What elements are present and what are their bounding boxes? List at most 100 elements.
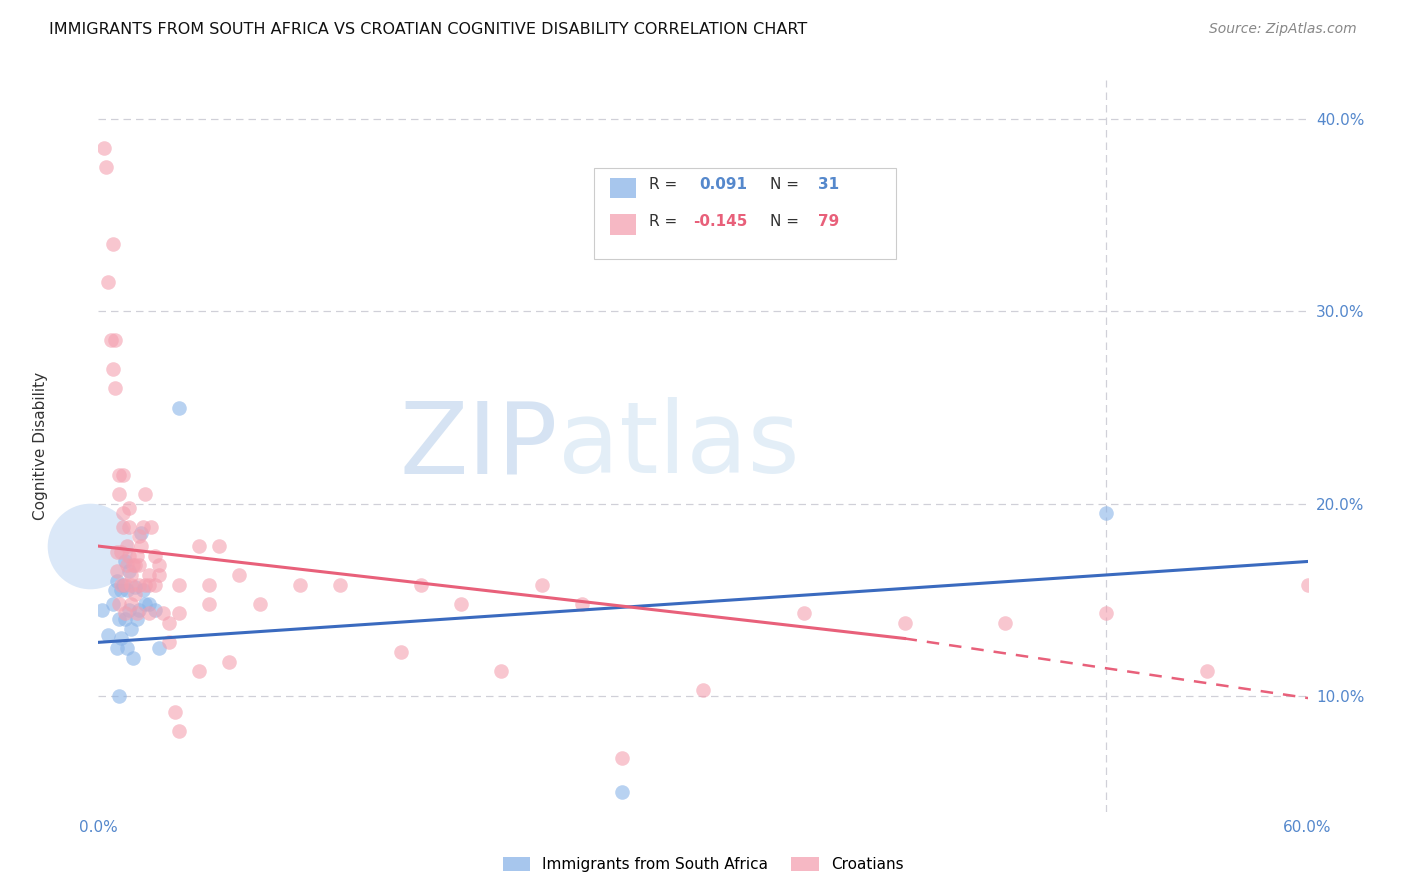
Point <box>128 577 150 591</box>
Point <box>389 645 412 659</box>
Point <box>121 650 143 665</box>
Text: 79: 79 <box>818 214 839 229</box>
Point <box>134 487 156 501</box>
Point <box>101 362 124 376</box>
Point <box>129 539 152 553</box>
Point <box>124 558 146 573</box>
Point <box>111 467 134 482</box>
Point <box>491 664 513 678</box>
Point <box>115 558 138 573</box>
Point <box>128 602 150 616</box>
Point <box>93 141 115 155</box>
Point <box>288 577 311 591</box>
Point <box>120 577 142 591</box>
Point <box>138 597 160 611</box>
Point <box>110 583 132 598</box>
Point <box>793 607 815 621</box>
Point <box>101 236 124 251</box>
Point <box>103 583 125 598</box>
Point <box>105 574 128 588</box>
Point <box>143 549 166 563</box>
Point <box>101 597 124 611</box>
Point <box>120 622 142 636</box>
Point <box>118 520 141 534</box>
Point <box>157 635 180 649</box>
Point <box>571 597 593 611</box>
Point <box>692 683 714 698</box>
Point <box>110 545 132 559</box>
Point <box>138 568 160 582</box>
Point <box>107 612 129 626</box>
Point <box>612 751 634 765</box>
Point <box>198 577 221 591</box>
Point <box>114 554 136 568</box>
Point <box>134 597 156 611</box>
Point <box>121 558 143 573</box>
Point <box>103 333 125 347</box>
Point <box>118 500 141 515</box>
Point <box>115 583 138 598</box>
Point <box>79 539 101 553</box>
Point <box>1095 507 1118 521</box>
Point <box>163 705 186 719</box>
Text: R =: R = <box>648 178 682 193</box>
Point <box>450 597 472 611</box>
Point <box>114 577 136 591</box>
Point <box>134 577 156 591</box>
Point <box>128 529 150 543</box>
Point <box>1296 577 1319 591</box>
Point <box>96 160 118 174</box>
Point <box>167 401 190 415</box>
Point <box>138 577 160 591</box>
Point <box>124 580 146 594</box>
Point <box>139 520 162 534</box>
Point <box>167 577 190 591</box>
FancyBboxPatch shape <box>595 168 897 260</box>
Text: N =: N = <box>769 178 803 193</box>
Point <box>115 539 138 553</box>
Point <box>152 607 174 621</box>
Point <box>129 525 152 540</box>
Legend: Immigrants from South Africa, Croatians: Immigrants from South Africa, Croatians <box>495 849 911 880</box>
Point <box>132 583 155 598</box>
Text: IMMIGRANTS FROM SOUTH AFRICA VS CROATIAN COGNITIVE DISABILITY CORRELATION CHART: IMMIGRANTS FROM SOUTH AFRICA VS CROATIAN… <box>49 22 807 37</box>
Point <box>110 577 132 591</box>
Point <box>228 568 250 582</box>
Point <box>188 539 211 553</box>
Bar <box>610 214 637 235</box>
Point <box>148 641 170 656</box>
Point <box>143 577 166 591</box>
Point <box>115 641 138 656</box>
Text: R =: R = <box>648 214 682 229</box>
Point <box>157 616 180 631</box>
Point <box>138 607 160 621</box>
Point <box>167 723 190 738</box>
Point <box>125 612 148 626</box>
Bar <box>610 178 637 198</box>
Point <box>118 549 141 563</box>
Point <box>893 616 915 631</box>
Point <box>100 333 122 347</box>
Point <box>530 577 553 591</box>
Point <box>198 597 221 611</box>
Point <box>120 597 142 611</box>
Point <box>148 568 170 582</box>
Point <box>118 564 141 578</box>
Point <box>111 520 134 534</box>
Point <box>91 602 114 616</box>
Text: Cognitive Disability: Cognitive Disability <box>32 372 48 520</box>
Point <box>110 632 132 646</box>
Point <box>167 607 190 621</box>
Point <box>103 381 125 395</box>
Point <box>218 655 240 669</box>
Point <box>105 564 128 578</box>
Point <box>114 612 136 626</box>
Text: N =: N = <box>769 214 803 229</box>
Point <box>107 597 129 611</box>
Point <box>143 602 166 616</box>
Point <box>107 467 129 482</box>
Text: -0.145: -0.145 <box>693 214 748 229</box>
Point <box>105 641 128 656</box>
Text: atlas: atlas <box>558 398 800 494</box>
Point <box>125 549 148 563</box>
